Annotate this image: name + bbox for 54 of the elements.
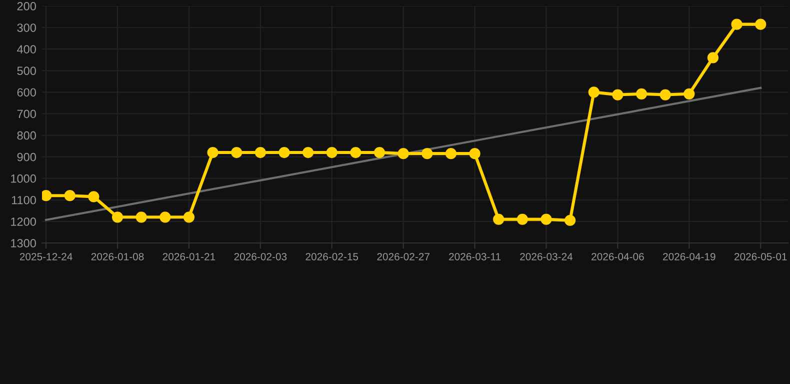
point (755, 18, 766, 30)
point (445, 148, 457, 160)
point (231, 146, 242, 158)
point (398, 148, 409, 160)
point (588, 86, 600, 98)
point (64, 190, 76, 202)
point (469, 148, 480, 160)
y-tick-label: 400 (17, 45, 36, 54)
point (540, 214, 552, 225)
point (160, 212, 171, 223)
point (42, 190, 52, 202)
y-tick-label: 1100 (12, 196, 36, 204)
x-tick-label: 2026-02-03 (234, 252, 287, 260)
point (422, 148, 433, 160)
point (612, 89, 624, 100)
point (493, 214, 504, 225)
point (278, 146, 290, 158)
x-tick-label: 2025-12-24 (20, 252, 72, 260)
y-tick-label: 600 (17, 88, 36, 97)
x-tick-label: 2026-03-11 (449, 252, 501, 260)
point (88, 191, 100, 202)
point (374, 146, 386, 158)
y-tick-label: 300 (17, 24, 36, 32)
point (254, 146, 266, 158)
point (516, 214, 528, 225)
point (183, 212, 195, 223)
point (326, 146, 338, 158)
x-tick-label: 2026-04-19 (663, 252, 716, 260)
y-tick-label: 200 (17, 2, 36, 10)
y-tick-label: 1200 (11, 217, 36, 226)
x-tick-label: 2026-05-01 (734, 252, 787, 260)
point (731, 18, 742, 30)
point (112, 212, 124, 223)
point (207, 146, 218, 158)
y-tick-label: 1000 (11, 174, 36, 183)
point (350, 146, 362, 158)
point (707, 52, 719, 64)
point (636, 88, 648, 100)
x-tick-label: 2026-03-24 (520, 252, 573, 260)
x-tick-label: 2026-02-27 (377, 252, 430, 260)
point (660, 89, 671, 100)
point (302, 146, 314, 158)
point (564, 214, 576, 226)
point (136, 212, 147, 223)
x-tick-label: 2026-01-21 (162, 252, 216, 260)
y-tick-label: 700 (17, 110, 36, 118)
y-tick-label: 800 (17, 131, 36, 140)
x-tick-label: 2026-02-15 (306, 252, 358, 260)
x-tick-label: 2026-01-08 (91, 252, 144, 260)
y-tick-label: 900 (17, 152, 36, 162)
x-tick-label: 2026-04-06 (592, 252, 644, 260)
point (684, 88, 695, 100)
y-tick-label: 1300 (11, 239, 36, 248)
y-tick-label: 500 (17, 66, 36, 76)
